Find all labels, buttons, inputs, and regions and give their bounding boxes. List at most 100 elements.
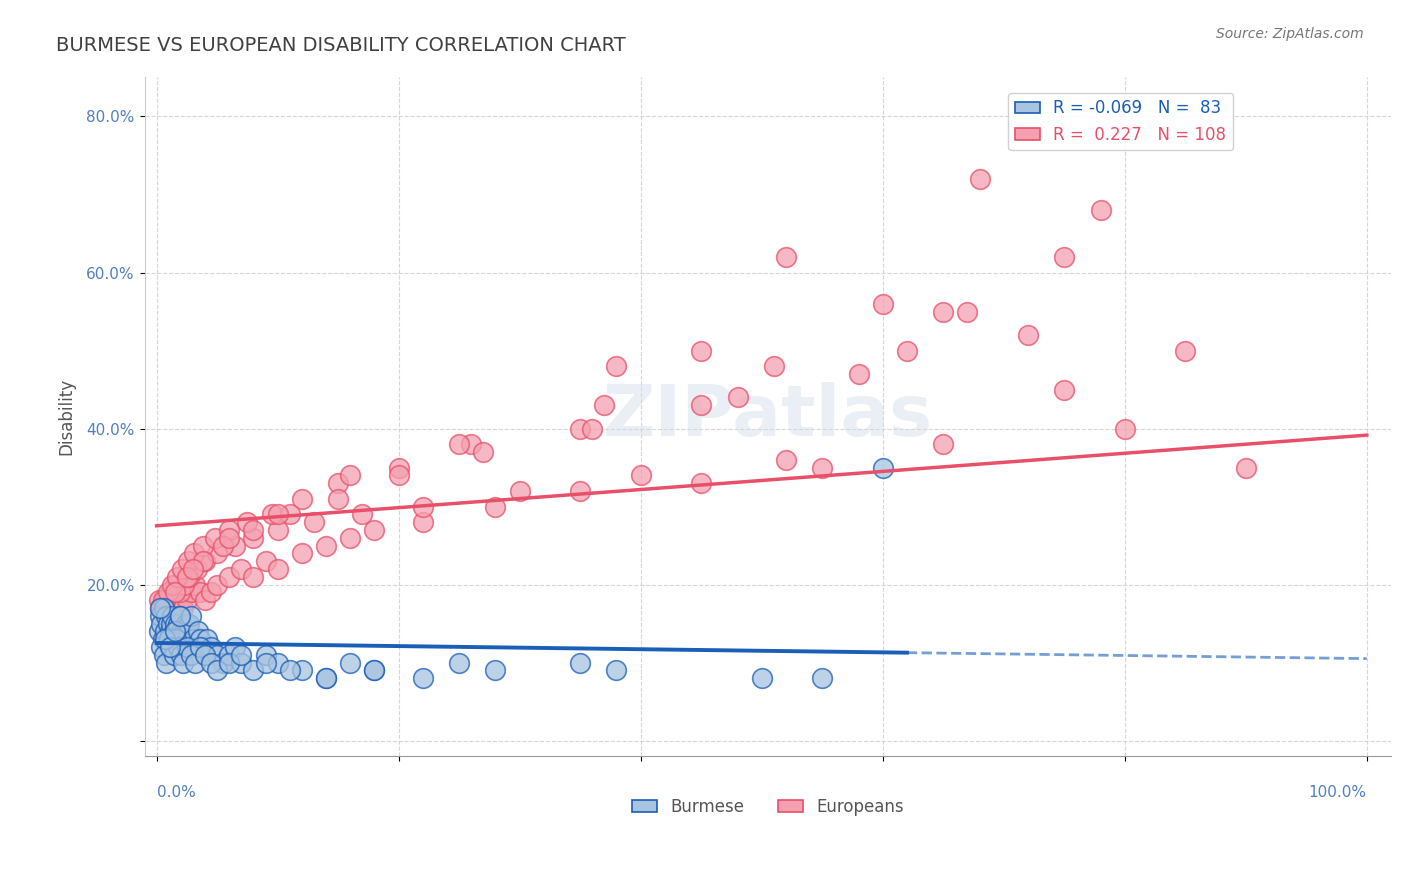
Point	[156, 585, 179, 599]
Point	[184, 577, 207, 591]
Point	[174, 616, 197, 631]
Point	[205, 664, 228, 678]
Point	[291, 664, 314, 678]
Point	[204, 531, 226, 545]
Point	[188, 632, 211, 647]
Point	[163, 577, 186, 591]
Point	[150, 616, 173, 631]
Point	[152, 632, 174, 647]
Point	[242, 523, 264, 537]
Point	[157, 632, 180, 647]
Point	[205, 546, 228, 560]
Point	[291, 546, 314, 560]
Point	[153, 624, 176, 639]
Point	[593, 398, 616, 412]
Point	[569, 483, 592, 498]
Point	[569, 421, 592, 435]
Point	[159, 585, 181, 599]
Point	[200, 656, 222, 670]
Point	[160, 616, 183, 631]
Point	[212, 539, 235, 553]
Point	[162, 608, 184, 623]
Text: ZIPatlas: ZIPatlas	[603, 383, 932, 451]
Point	[153, 593, 176, 607]
Point	[266, 523, 288, 537]
Point	[200, 585, 222, 599]
Point	[191, 640, 214, 654]
Point	[224, 539, 246, 553]
Point	[194, 648, 217, 662]
Point	[173, 624, 195, 639]
Point	[152, 593, 174, 607]
Point	[1053, 250, 1076, 264]
Text: 0.0%: 0.0%	[156, 785, 195, 800]
Point	[159, 640, 181, 654]
Point	[956, 304, 979, 318]
Point	[167, 616, 190, 631]
Point	[163, 585, 186, 599]
Point	[186, 562, 208, 576]
Text: 100.0%: 100.0%	[1309, 785, 1367, 800]
Point	[569, 656, 592, 670]
Point	[160, 640, 183, 654]
Point	[242, 570, 264, 584]
Point	[1114, 421, 1136, 435]
Point	[218, 523, 240, 537]
Point	[177, 554, 200, 568]
Point	[172, 656, 194, 670]
Point	[775, 452, 797, 467]
Point	[153, 648, 176, 662]
Point	[170, 624, 193, 639]
Point	[581, 421, 603, 435]
Point	[194, 648, 217, 662]
Point	[872, 296, 894, 310]
Point	[150, 640, 173, 654]
Point	[775, 250, 797, 264]
Point	[302, 515, 325, 529]
Point	[218, 531, 240, 545]
Point	[242, 531, 264, 545]
Point	[872, 460, 894, 475]
Point	[153, 608, 176, 623]
Point	[170, 562, 193, 576]
Point	[194, 554, 217, 568]
Point	[460, 437, 482, 451]
Point	[291, 491, 314, 506]
Point	[231, 562, 253, 576]
Point	[169, 585, 191, 599]
Point	[630, 468, 652, 483]
Point	[254, 648, 277, 662]
Point	[260, 508, 283, 522]
Point	[326, 491, 349, 506]
Point	[162, 577, 184, 591]
Point	[179, 570, 201, 584]
Point	[176, 570, 198, 584]
Point	[184, 656, 207, 670]
Point	[896, 343, 918, 358]
Point	[484, 664, 506, 678]
Point	[181, 632, 204, 647]
Point	[162, 624, 184, 639]
Point	[278, 664, 301, 678]
Point	[156, 616, 179, 631]
Point	[167, 640, 190, 654]
Point	[176, 593, 198, 607]
Point	[811, 460, 834, 475]
Point	[191, 539, 214, 553]
Point	[412, 515, 434, 529]
Point	[188, 640, 211, 654]
Point	[811, 671, 834, 685]
Point	[751, 671, 773, 685]
Point	[690, 476, 713, 491]
Point	[153, 601, 176, 615]
Point	[166, 624, 188, 639]
Point	[149, 601, 172, 615]
Point	[177, 624, 200, 639]
Point	[176, 632, 198, 647]
Point	[315, 539, 337, 553]
Point	[484, 500, 506, 514]
Point	[167, 585, 190, 599]
Point	[266, 562, 288, 576]
Point	[153, 632, 176, 647]
Point	[1234, 460, 1257, 475]
